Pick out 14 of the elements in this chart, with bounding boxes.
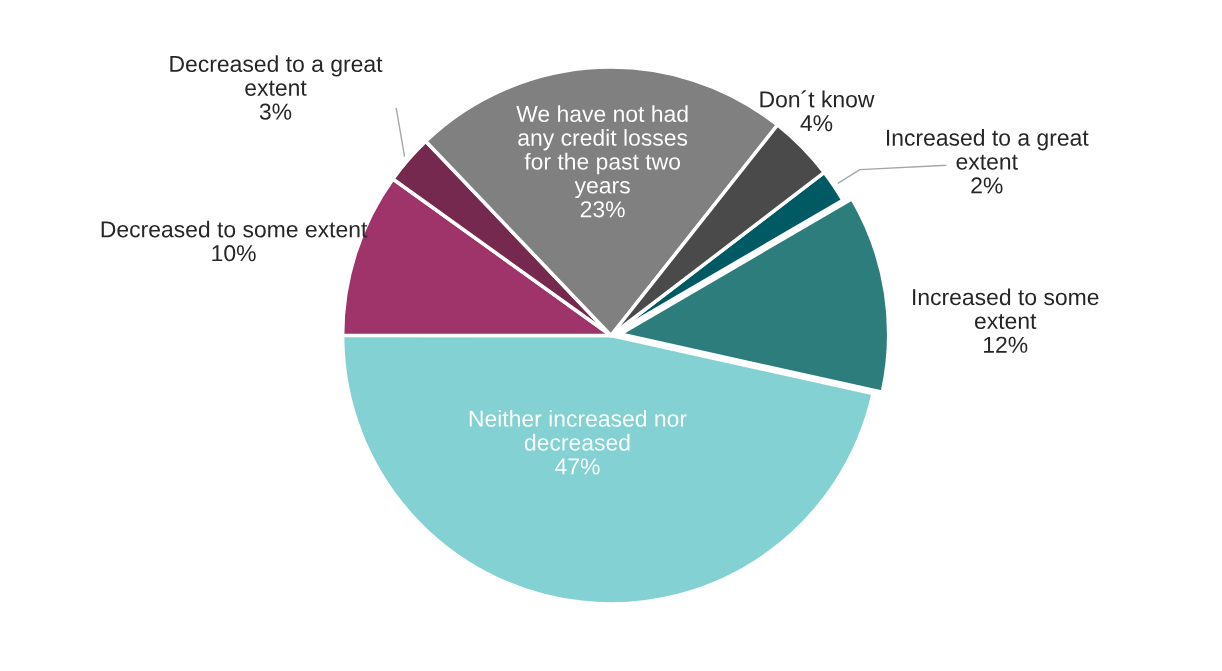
slice-label: Increased to some extent (913, 288, 1099, 330)
slice-label: Don´t know (760, 90, 875, 108)
slice-label: Decreased to some extent (101, 220, 368, 238)
data-label: 3% (259, 103, 292, 120)
slice-label: Decreased to a great extent (170, 55, 383, 96)
data-label: 23% (580, 201, 625, 218)
data-label: 10% (212, 245, 256, 262)
slice-label: We have not had any credit losses for the past two years (516, 105, 688, 199)
data-label: 2% (971, 177, 1003, 194)
slice-label: Increased to a great extent (886, 129, 1089, 170)
slice-label: Neither increased nor decreased (469, 410, 687, 451)
data-label: 4% (800, 115, 833, 132)
data-label: 12% (984, 336, 1028, 353)
data-label: 47% (555, 458, 600, 475)
